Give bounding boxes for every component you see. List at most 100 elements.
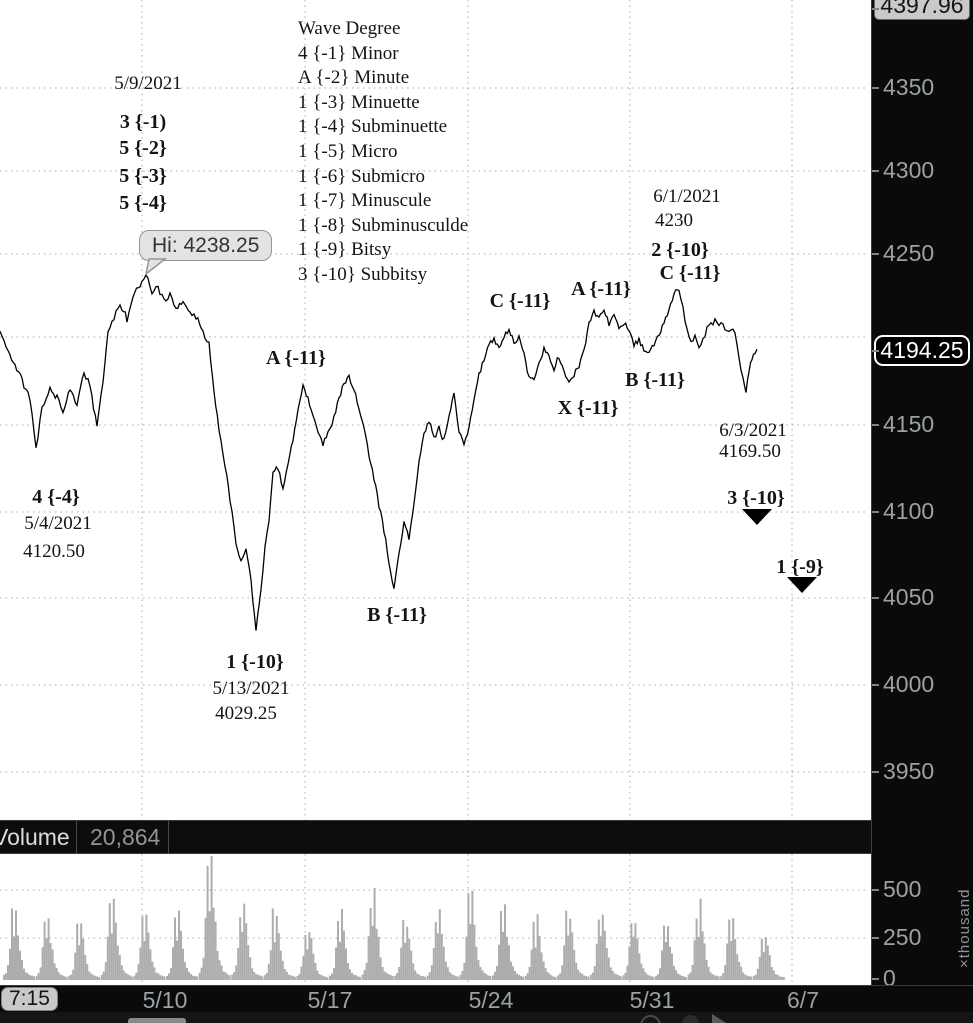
volume-bar [504, 904, 506, 980]
volume-bar [646, 974, 649, 980]
volume-bar [35, 975, 38, 980]
volume-bar [21, 959, 23, 980]
volume-bar [224, 972, 227, 980]
volume-bar [526, 973, 529, 980]
volume-bar [669, 946, 671, 980]
volume-bar [754, 974, 757, 980]
volume-bar [237, 947, 240, 980]
volume-bar [170, 967, 172, 980]
volume-bar [774, 974, 777, 980]
volume-bar [128, 975, 131, 980]
volume-bar [98, 977, 101, 980]
date-axis-label: 5/31 [629, 987, 675, 1013]
volume-chart-panel[interactable] [0, 854, 871, 985]
volume-bar [349, 969, 351, 980]
volume-bar [130, 976, 133, 980]
volume-bar [318, 974, 321, 980]
volume-bar [671, 953, 673, 980]
volume-bar [496, 966, 498, 980]
volume-bar [235, 965, 238, 980]
volume-bar [512, 966, 514, 980]
volume-bar [595, 943, 598, 980]
axis-tick [872, 511, 879, 513]
volume-bar [365, 962, 368, 980]
date-axis-label: 5/10 [142, 987, 188, 1013]
volume-bar [772, 970, 775, 980]
volume-bar [233, 972, 236, 980]
volume-bar [74, 952, 77, 980]
volume-bar [544, 968, 547, 980]
volume-bar [231, 974, 234, 980]
volume-bar [359, 976, 361, 980]
volume-bar [194, 976, 196, 980]
wave-annotation: 1 {-9} [776, 556, 824, 578]
volume-bar [617, 975, 620, 980]
volume-bar [57, 972, 60, 980]
volume-bar [259, 975, 262, 980]
volume-bars-plot [0, 854, 868, 985]
axis-tick [872, 87, 879, 89]
date-axis-label: 5/17 [307, 987, 353, 1013]
volume-bar [424, 976, 427, 980]
volume-bar [603, 930, 606, 980]
volume-bar [508, 945, 510, 980]
volume-bar [697, 936, 700, 980]
volume-bar [210, 856, 213, 980]
volume-bar [82, 938, 85, 980]
volume-bar [756, 968, 759, 980]
down-triangle-marker-icon [742, 509, 772, 525]
period-high-badge: 4397.96 [874, 0, 970, 20]
volume-study-header[interactable]: Volume 20,864 [0, 820, 871, 854]
price-line [0, 273, 758, 631]
volume-bar [520, 975, 522, 980]
volume-bar [506, 936, 508, 980]
dot-circle-icon[interactable] [682, 1015, 699, 1023]
price-chart-panel[interactable]: Wave Degree 4 {-1} Minor A {-2} Minute 1 {-… [0, 0, 871, 820]
price-axis[interactable]: 4397.96 4194.25 ×thousand 4350 4300 4250 41… [871, 0, 973, 1023]
wave-legend-line: 1 {-7} Minuscule [298, 190, 432, 212]
wave-annotation: 5/4/2021 [24, 513, 92, 534]
volume-bar [19, 950, 21, 980]
volume-bar [418, 974, 421, 980]
volume-bar [182, 948, 184, 980]
volume-bar [351, 972, 353, 980]
volume-bar [102, 971, 105, 980]
time-axis[interactable]: 7:15 5/10 5/17 5/24 5/31 6/7 [0, 985, 973, 1013]
volume-bar [650, 976, 653, 980]
volume-bar [410, 950, 413, 980]
zoom-circle-icon[interactable] [640, 1015, 661, 1023]
volume-bar [483, 972, 486, 980]
high-price-callout-text: Hi: 4238.25 [152, 234, 260, 257]
price-axis-label: 4000 [883, 671, 935, 697]
volume-bar [640, 963, 643, 980]
volume-bar [375, 928, 378, 980]
volume-bar [740, 966, 743, 980]
volume-bar [736, 954, 739, 980]
volume-bar [141, 916, 144, 980]
volume-bar [644, 972, 647, 980]
volume-bar [463, 963, 466, 980]
volume-bar [699, 898, 702, 980]
volume-bar [695, 918, 698, 980]
volume-unit-label: ×thousand [956, 888, 973, 968]
volume-bar [335, 947, 337, 980]
volume-bar [320, 975, 323, 980]
volume-bar [691, 964, 694, 980]
volume-bar [528, 966, 531, 980]
high-price-callout[interactable]: Hi: 4238.25 [139, 230, 273, 275]
volume-bar [396, 973, 399, 980]
volume-bar [15, 910, 17, 980]
play-icon[interactable] [712, 1014, 726, 1023]
price-axis-label: 3950 [883, 758, 935, 784]
volume-bar [597, 919, 600, 980]
volume-bar [84, 955, 87, 980]
callout-tail-icon [145, 258, 167, 275]
toolbar-button[interactable] [128, 1018, 186, 1023]
volume-bar [524, 975, 527, 980]
volume-bar [39, 967, 42, 980]
volume-bar [247, 945, 250, 980]
wave-annotation: A {-11} [571, 278, 631, 300]
volume-bar [601, 914, 604, 980]
volume-bar [161, 975, 164, 980]
volume-bar [373, 888, 376, 980]
